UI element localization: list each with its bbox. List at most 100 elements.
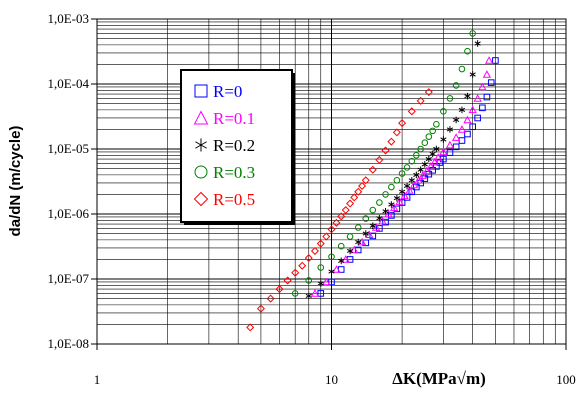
data-point-asterisk xyxy=(469,71,476,78)
data-point-triangle xyxy=(484,56,494,64)
data-point-diamond xyxy=(368,165,377,174)
data-point-square xyxy=(328,278,335,286)
data-point-circle xyxy=(403,164,411,171)
data-point-triangle xyxy=(473,94,482,102)
data-point-circle xyxy=(317,264,325,271)
x-tick-labels: 1 10 100 xyxy=(94,344,576,387)
data-point-square xyxy=(487,79,495,86)
data-point-diamond xyxy=(416,96,425,105)
data-point-triangle xyxy=(405,186,414,194)
data-point-triangle xyxy=(482,70,492,78)
data-point-asterisk xyxy=(417,166,424,174)
data-point-circle xyxy=(408,157,416,165)
y-tick-label: 1,0E-07 xyxy=(47,271,89,286)
data-point-triangle xyxy=(310,289,320,297)
legend-label: R=0.5 xyxy=(213,190,255,209)
legend-marker-triangle xyxy=(193,110,209,125)
data-point-square xyxy=(376,225,383,232)
data-point-circle xyxy=(458,65,466,73)
data-point-triangle xyxy=(409,180,419,189)
data-point-circle xyxy=(429,127,436,135)
data-point-asterisk xyxy=(317,280,324,287)
y-tick-labels: 1,0E-03 1,0E-04 1,0E-05 1,0E-06 1,0E-07 1,0E-… xyxy=(47,11,97,351)
data-point-diamond xyxy=(375,155,384,164)
data-point-triangle xyxy=(414,175,423,184)
data-point-triangle xyxy=(457,125,467,133)
legend-marker-diamond xyxy=(193,191,209,207)
data-point-circle xyxy=(425,133,433,140)
data-point-square xyxy=(317,290,325,297)
y-axis-label: da/dN (m/cycle) xyxy=(7,126,24,237)
y-tick-label: 1,0E-03 xyxy=(47,11,89,26)
data-points xyxy=(246,30,499,332)
legend-label: R=0 xyxy=(213,82,242,101)
data-point-diamond xyxy=(358,181,367,190)
data-point-circle xyxy=(398,170,406,177)
legend-label: R=0.1 xyxy=(213,109,255,128)
data-point-circle xyxy=(291,290,299,297)
data-point-diamond xyxy=(291,268,300,277)
data-point-triangle xyxy=(439,147,448,156)
data-point-asterisk xyxy=(464,92,471,100)
data-point-square xyxy=(469,123,476,131)
data-point-diamond xyxy=(332,218,341,227)
data-point-diamond xyxy=(354,187,363,196)
data-point-circle xyxy=(337,242,345,250)
data-point-diamond xyxy=(350,193,359,202)
data-point-triangle xyxy=(341,255,350,263)
data-point-circle xyxy=(388,183,395,191)
data-point-diamond xyxy=(381,146,390,155)
data-point-asterisk xyxy=(429,150,436,158)
data-point-circle xyxy=(413,151,420,159)
data-point-triangle xyxy=(378,216,387,225)
data-point-square xyxy=(413,183,420,191)
data-point-asterisk xyxy=(376,214,383,222)
data-point-square xyxy=(362,239,370,247)
data-point-asterisk xyxy=(433,145,440,153)
data-point-square xyxy=(479,104,486,112)
data-point-circle xyxy=(446,95,454,102)
data-point-diamond xyxy=(337,212,346,221)
data-point-square xyxy=(354,246,362,254)
data-point-circle xyxy=(376,199,383,206)
data-point-triangle xyxy=(463,115,472,124)
data-point-triangle xyxy=(434,153,443,161)
data-point-diamond xyxy=(275,285,284,294)
data-point-triangle xyxy=(400,191,409,200)
data-point-triangle xyxy=(430,157,439,166)
data-point-circle xyxy=(417,145,424,153)
legend-marker-circle xyxy=(194,165,208,179)
data-point-circle xyxy=(464,47,471,55)
x-tick-label: 1 xyxy=(94,372,101,387)
data-point-circle xyxy=(452,82,460,89)
data-point-asterisk xyxy=(398,188,406,196)
x-tick-label: 10 xyxy=(325,372,338,387)
data-point-triangle xyxy=(357,237,367,246)
data-point-square xyxy=(403,194,411,201)
legend: R=0 R=0.1 R=0.2 R=0.3 R=0.5 xyxy=(180,69,295,225)
data-point-square xyxy=(446,149,454,156)
data-point-asterisk xyxy=(453,116,460,124)
data-point-asterisk xyxy=(474,40,481,47)
data-point-diamond xyxy=(304,254,313,263)
data-point-diamond xyxy=(310,246,319,255)
data-point-circle xyxy=(362,215,370,222)
data-point-circle xyxy=(393,176,401,184)
y-tick-label: 1,0E-05 xyxy=(47,141,89,156)
data-point-asterisk xyxy=(328,268,335,275)
data-point-diamond xyxy=(322,232,331,241)
data-point-diamond xyxy=(424,88,433,97)
data-point-diamond xyxy=(407,107,416,116)
data-point-triangle xyxy=(390,203,399,212)
data-point-asterisk xyxy=(382,208,389,215)
legend-marker-square xyxy=(194,84,208,98)
data-point-diamond xyxy=(361,176,370,185)
data-point-diamond xyxy=(341,206,350,215)
x-axis-label: ΔK(MPa√m) xyxy=(392,369,486,388)
data-point-triangle xyxy=(418,171,427,179)
data-point-diamond xyxy=(327,225,336,234)
data-point-triangle xyxy=(322,277,331,286)
data-point-triangle xyxy=(478,82,487,91)
data-point-asterisk xyxy=(355,238,362,246)
